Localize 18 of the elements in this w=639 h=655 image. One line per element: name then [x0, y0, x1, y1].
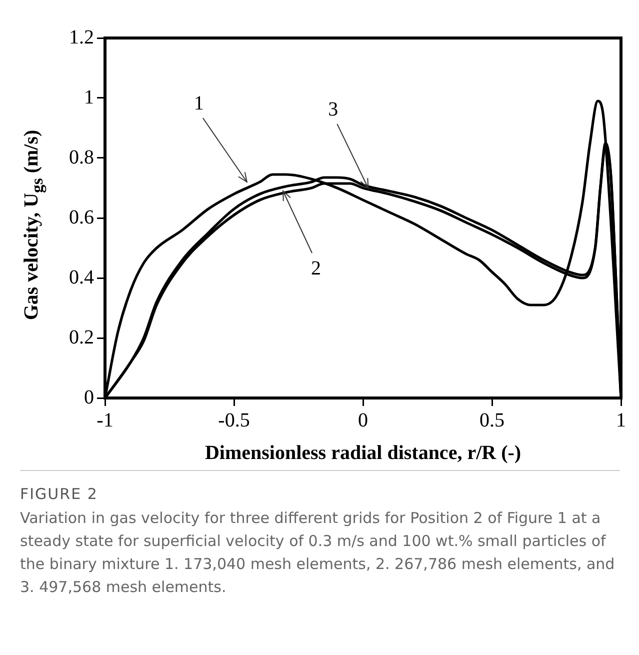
- x-tick-label: 1: [616, 409, 626, 432]
- annotation: 2: [311, 257, 322, 280]
- y-tick-label: 0.6: [69, 206, 94, 228]
- x-tick-label: -0.5: [218, 409, 250, 432]
- x-tick-label: 0: [358, 409, 368, 432]
- annotation: 1: [194, 92, 204, 114]
- y-tick-label: 1.2: [69, 26, 94, 48]
- y-tick-label: 0: [84, 386, 94, 408]
- y-tick-label: 0.2: [69, 326, 94, 348]
- caption: FIGURE 2: [20, 485, 99, 503]
- y-tick-label: 0.4: [69, 266, 94, 288]
- x-tick-label: -1: [96, 409, 114, 432]
- x-axis-title: Dimensionless radial distance, r/R (-): [204, 442, 522, 464]
- text: Variation in gas velocity for three different grids for Position 2 of Figure 1 at a steady state for superficial velocity of 0.3 m/s and 100 wt.% small particles of the binary mixture 1. 173,040 mesh elements, 2. 267,786 mesh elements, and 3. 497,568 mesh elements.: [20, 508, 616, 598]
- annotation: 3: [328, 98, 338, 120]
- y-tick-label: 1: [84, 86, 94, 108]
- x-tick-label: 0.5: [480, 409, 504, 432]
- y-tick-label: 0.8: [69, 146, 94, 168]
